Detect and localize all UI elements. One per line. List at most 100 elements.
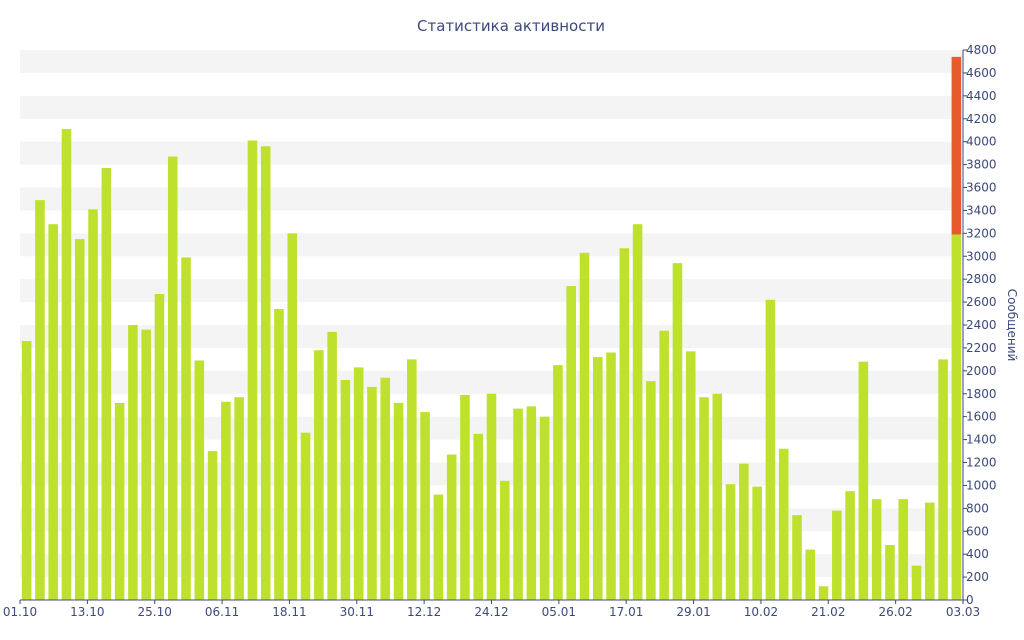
y-tick-label: 4800 [966, 43, 997, 57]
bar [194, 360, 205, 600]
grid-band [20, 141, 963, 165]
bar [925, 502, 935, 600]
y-tick-label: 2000 [966, 364, 997, 378]
bar-highlight-segment [951, 56, 962, 235]
bar [35, 200, 45, 600]
bar [48, 224, 58, 601]
bar [805, 549, 816, 600]
bar [181, 257, 191, 600]
bar [207, 451, 218, 600]
bar [672, 263, 683, 601]
bar [287, 233, 298, 600]
bar [141, 329, 151, 600]
y-tick-label: 200 [966, 570, 989, 584]
y-tick-label: 4200 [966, 112, 997, 126]
y-tick-label: 3000 [966, 249, 997, 263]
y-tick-label: 2400 [966, 318, 997, 332]
bar [566, 286, 576, 600]
y-axis-label: Сообщений [1005, 289, 1019, 362]
bar [21, 341, 32, 600]
y-tick-label: 2600 [966, 295, 997, 309]
y-tick-label: 1000 [966, 478, 997, 492]
y-tick-label: 4000 [966, 135, 997, 149]
bar [486, 393, 497, 600]
bar [460, 394, 470, 600]
x-tick-label: 10.02 [744, 605, 778, 619]
x-tick-label: 01.10 [3, 605, 37, 619]
bar [818, 586, 829, 600]
bar [500, 480, 510, 600]
bar [473, 433, 483, 600]
bar [513, 408, 523, 600]
bar [234, 397, 244, 600]
bar [606, 352, 616, 600]
x-tick-label: 21.02 [811, 605, 845, 619]
x-tick-label: 25.10 [138, 605, 172, 619]
bar [553, 365, 563, 600]
bar [433, 494, 444, 600]
bar [314, 350, 324, 600]
x-tick-label: 26.02 [878, 605, 912, 619]
bar [646, 381, 656, 600]
bar [247, 140, 258, 600]
bar [752, 486, 762, 600]
bar [300, 432, 311, 600]
bar [898, 499, 909, 600]
bar [685, 351, 696, 600]
x-tick-label: 29.01 [676, 605, 710, 619]
bar [526, 406, 537, 600]
bar [539, 416, 550, 600]
x-tick-label: 30.11 [340, 605, 374, 619]
bar [619, 248, 630, 601]
bar [274, 308, 284, 600]
bar [260, 146, 271, 600]
bar [871, 499, 882, 600]
x-tick-label: 24.12 [474, 605, 508, 619]
bar [725, 484, 736, 600]
bar [327, 331, 337, 601]
bar-series [21, 56, 962, 601]
bar [845, 491, 855, 600]
bar [778, 448, 789, 600]
y-tick-label: 2200 [966, 341, 997, 355]
y-tick-label: 3600 [966, 181, 997, 195]
bar [407, 359, 417, 601]
bar [88, 209, 98, 600]
bar [712, 393, 723, 600]
y-tick-label: 0 [966, 593, 974, 607]
chart-title: Статистика активности [417, 17, 605, 35]
y-tick-label: 3800 [966, 158, 997, 172]
y-tick-label: 600 [966, 524, 989, 538]
bar [739, 463, 749, 600]
bar [699, 397, 709, 600]
y-tick-label: 3400 [966, 203, 997, 217]
bar [885, 545, 895, 600]
bar [911, 565, 922, 601]
x-tick-label: 13.10 [70, 605, 104, 619]
y-tick-label: 1200 [966, 456, 997, 470]
grid-band [20, 187, 963, 211]
bar [832, 510, 842, 601]
bar [951, 234, 962, 601]
x-tick-label: 05.01 [542, 605, 576, 619]
bar [592, 357, 603, 600]
x-tick-label: 03.03 [946, 605, 980, 619]
bar [632, 224, 643, 601]
bar [938, 359, 948, 601]
y-tick-label: 1400 [966, 433, 997, 447]
bar [114, 402, 125, 600]
bar [101, 168, 112, 600]
x-tick-label: 12.12 [407, 605, 441, 619]
bar [128, 325, 138, 600]
bar [765, 299, 776, 600]
bar [659, 330, 669, 600]
x-axis: 01.10 13.10 25.10 06.11 18.11 30.11 12.12 24.12… [3, 599, 980, 619]
bar [167, 156, 178, 600]
bar [393, 402, 404, 600]
x-tick-label: 18.11 [272, 605, 306, 619]
y-tick-label: 1800 [966, 387, 997, 401]
bar [221, 401, 231, 600]
y-tick-label: 400 [966, 547, 989, 561]
y-tick-label: 2800 [966, 272, 997, 286]
